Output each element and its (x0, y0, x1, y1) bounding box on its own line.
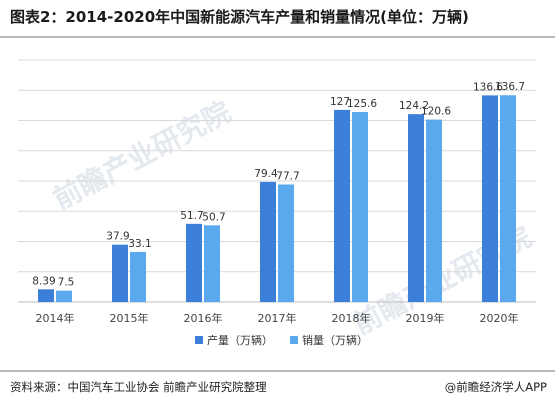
x-tick-label: 2019年 (406, 311, 445, 325)
production-bar-2017年 (260, 181, 276, 302)
x-tick-label: 2017年 (258, 311, 297, 325)
x-tick-label: 2020年 (480, 311, 519, 325)
x-axis: 2014年 2015年 2016年 2017年 2018年 2019年 2020年 (36, 311, 519, 325)
legend-swatch-1 (290, 336, 298, 344)
gridlines (18, 59, 536, 303)
sales-bar-2018年 (352, 112, 368, 302)
x-tick-label: 2014年 (36, 311, 75, 325)
production-label-2018年: 127 (330, 96, 350, 108)
sales-label-2017年: 77.7 (276, 170, 299, 182)
production-label-2014年: 8.39 (32, 275, 55, 287)
title-divider (0, 36, 555, 38)
production-bar-2016年 (186, 223, 202, 302)
footer: 资料来源：中国汽车工业协会 前瞻产业研究院整理 @前瞻经济学人APP (0, 370, 555, 405)
production-bar-2014年 (38, 289, 54, 302)
x-tick-label: 2015年 (110, 311, 149, 325)
sales-bar-2020年 (500, 95, 516, 303)
production-bar-2018年 (334, 109, 350, 302)
legend-label-1: 销量（万辆） (302, 333, 368, 347)
sales-label-2020年: 136.7 (495, 81, 525, 93)
x-tick-label: 2018年 (332, 311, 371, 325)
sales-label-2018年: 125.6 (347, 98, 377, 110)
legend-label-0: 产量（万辆） (207, 333, 273, 347)
production-bar-2020年 (482, 95, 498, 302)
production-bar-2015年 (112, 244, 128, 302)
sales-label-2019年: 120.6 (421, 106, 451, 118)
sales-label-2015年: 33.1 (128, 238, 151, 250)
sales-label-2016年: 50.7 (202, 211, 225, 223)
legend-swatch-0 (195, 336, 203, 344)
sales-label-2014年: 7.5 (58, 277, 75, 289)
production-label-2017年: 79.4 (254, 168, 278, 180)
production-label-2019年: 124.2 (399, 100, 429, 112)
sales-bar-2016年 (204, 225, 220, 302)
sales-bar-2017年 (278, 184, 294, 302)
production-label-2016年: 51.7 (180, 210, 203, 222)
sales-bar-2015年 (130, 251, 146, 302)
brand-credit: @前瞻经济学人APP (444, 380, 547, 394)
source-note: 资料来源：中国汽车工业协会 前瞻产业研究院整理 (10, 380, 267, 394)
sales-bar-2014年 (56, 290, 72, 302)
production-bar-2019年 (408, 114, 424, 303)
watermark-text-0: 前瞻产业研究院 (48, 95, 237, 216)
production-label-2020年: 136.6 (473, 81, 503, 93)
bars (38, 95, 516, 303)
sales-bar-2019年 (426, 119, 442, 302)
legend: 产量（万辆） 销量（万辆） (195, 333, 368, 347)
chart-title: 图表2：2014-2020年中国新能源汽车产量和销量情况(单位：万辆) (10, 8, 469, 26)
production-label-2015年: 37.9 (106, 231, 129, 243)
x-tick-label: 2016年 (184, 311, 223, 325)
